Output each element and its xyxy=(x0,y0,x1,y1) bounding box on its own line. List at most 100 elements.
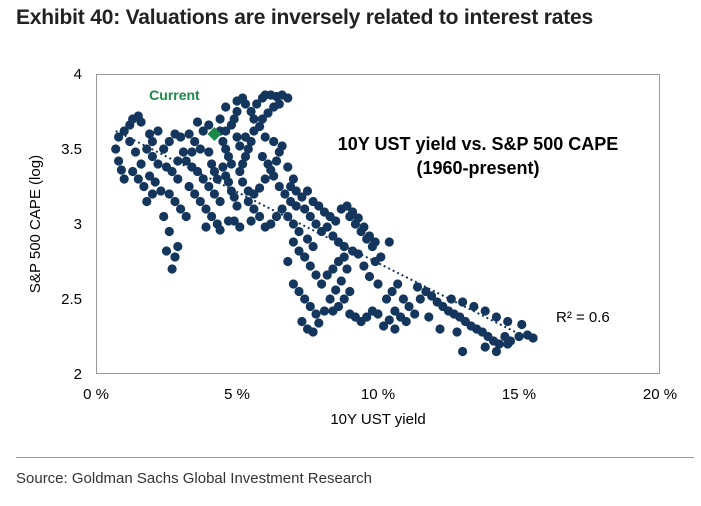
data-point xyxy=(176,132,186,142)
data-point xyxy=(215,114,225,124)
data-point xyxy=(373,309,383,319)
data-point xyxy=(384,237,394,247)
data-point xyxy=(223,177,234,187)
data-point xyxy=(232,201,242,211)
data-point xyxy=(136,117,146,127)
data-point xyxy=(294,286,304,297)
data-point xyxy=(283,93,293,103)
data-point xyxy=(435,324,445,334)
data-point xyxy=(274,181,284,192)
y-tick-label: 3 xyxy=(74,216,82,233)
data-point xyxy=(145,171,155,181)
data-point xyxy=(277,141,287,151)
data-point xyxy=(161,246,172,256)
data-point xyxy=(342,201,352,211)
data-point xyxy=(201,222,211,232)
data-point xyxy=(240,132,251,142)
data-point xyxy=(271,156,282,166)
data-point xyxy=(249,204,259,214)
data-point xyxy=(494,339,504,349)
data-point xyxy=(260,132,270,142)
data-point xyxy=(150,177,160,187)
data-point xyxy=(147,136,157,147)
data-point xyxy=(223,216,234,226)
data-point xyxy=(119,174,129,184)
data-point xyxy=(240,99,251,109)
y-tick-label: 2.5 xyxy=(61,291,82,308)
data-point xyxy=(235,141,245,151)
data-point xyxy=(308,241,318,252)
data-point xyxy=(249,114,259,124)
data-point xyxy=(153,126,163,136)
x-tick-labels: 0 % 5 % 10 % 15 % 20 % xyxy=(83,386,677,403)
data-point xyxy=(218,136,228,147)
data-point xyxy=(345,286,355,297)
data-point xyxy=(204,120,214,130)
data-point xyxy=(201,204,211,214)
data-point xyxy=(260,174,270,184)
data-point xyxy=(359,261,369,271)
y-axis-label: S&P 500 CAPE (log) xyxy=(27,155,44,293)
data-point xyxy=(373,279,383,289)
data-point xyxy=(503,339,513,349)
data-point xyxy=(305,301,315,312)
data-point xyxy=(257,114,267,124)
data-point xyxy=(362,312,372,322)
data-point xyxy=(348,207,358,217)
data-point xyxy=(223,151,234,162)
data-point xyxy=(370,237,380,247)
data-point xyxy=(243,144,253,154)
data-point xyxy=(458,346,468,357)
x-tick-label: 15 % xyxy=(502,386,536,403)
data-point xyxy=(187,147,197,157)
data-point xyxy=(514,331,524,342)
data-point xyxy=(336,276,346,286)
y-tick-label: 3.5 xyxy=(61,141,82,158)
data-points xyxy=(111,90,538,357)
data-point xyxy=(322,270,332,280)
data-point xyxy=(255,211,265,222)
data-point xyxy=(297,316,307,327)
data-point xyxy=(331,216,341,226)
data-point xyxy=(359,222,369,232)
data-point xyxy=(139,181,149,192)
data-point xyxy=(204,147,214,157)
data-point xyxy=(458,297,468,307)
data-point xyxy=(404,301,414,312)
r-squared-label: R² = 0.6 xyxy=(556,309,610,326)
data-point xyxy=(328,264,338,274)
data-point xyxy=(387,286,397,297)
data-point xyxy=(125,136,135,147)
data-point xyxy=(491,346,501,357)
data-point xyxy=(170,252,180,262)
data-point xyxy=(308,327,318,337)
data-point xyxy=(294,246,304,256)
data-point xyxy=(469,301,479,312)
data-point xyxy=(396,312,406,322)
data-point xyxy=(339,252,349,262)
data-point xyxy=(238,159,248,169)
data-point xyxy=(263,108,273,118)
data-point xyxy=(288,174,298,184)
data-point xyxy=(260,222,270,232)
data-point xyxy=(221,102,231,112)
data-point xyxy=(164,189,174,199)
data-point xyxy=(302,234,313,244)
data-point xyxy=(302,186,313,196)
data-point xyxy=(314,318,324,328)
data-point xyxy=(229,192,239,202)
data-point xyxy=(342,264,352,274)
data-point xyxy=(300,252,310,262)
data-point xyxy=(207,159,217,169)
data-point xyxy=(173,156,183,166)
data-point xyxy=(221,144,231,154)
data-point xyxy=(114,156,124,166)
data-point xyxy=(164,136,174,147)
data-point xyxy=(314,201,324,211)
data-point xyxy=(147,189,157,199)
data-point xyxy=(283,256,293,267)
data-point xyxy=(300,204,310,214)
data-point xyxy=(226,159,236,169)
footer-divider xyxy=(16,457,694,458)
data-point xyxy=(207,211,217,222)
